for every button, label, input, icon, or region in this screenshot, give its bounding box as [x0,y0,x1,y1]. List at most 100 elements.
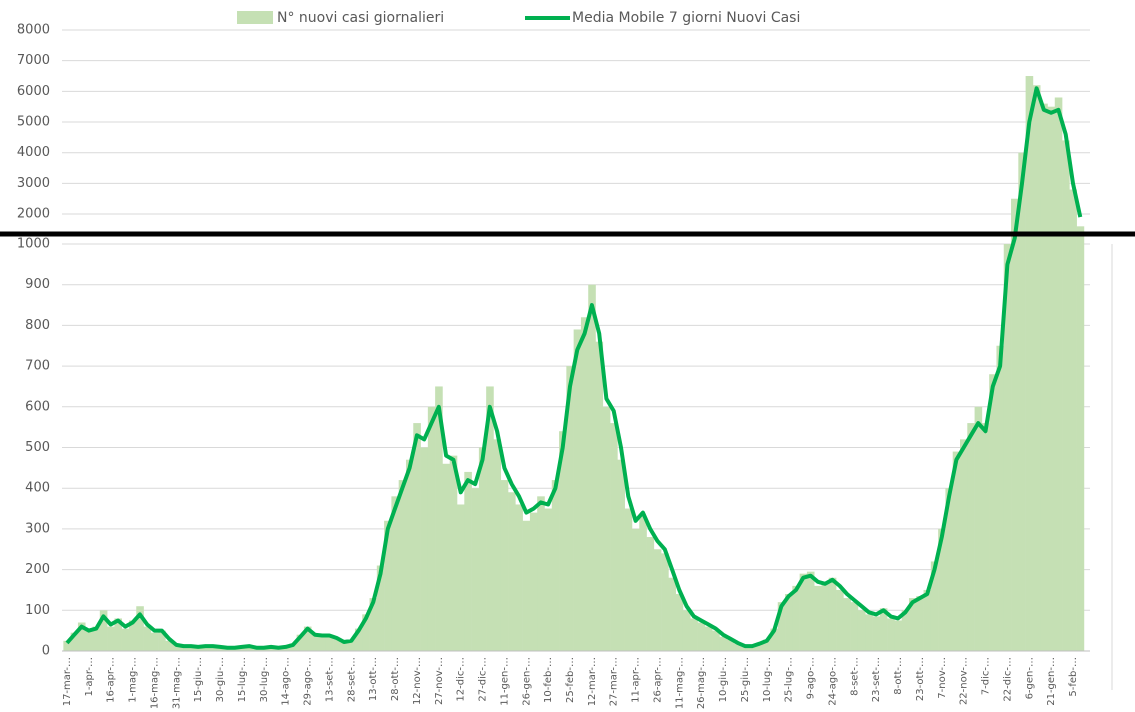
bar [121,628,130,651]
bar [1062,140,1070,651]
y-tick-label: 5000 [17,115,50,130]
x-tick-label: 15-giu-… [193,657,204,702]
bar [478,447,487,651]
bar [63,640,71,651]
bar [610,423,618,651]
x-tick-label: 23-ott-… [915,657,926,701]
bar [938,528,946,651]
bar [843,598,851,651]
bar [806,571,815,651]
bar [697,622,706,651]
bar [865,614,873,651]
bar [85,628,93,651]
x-tick-label: 26-gen-… [521,657,532,706]
bar [99,610,108,651]
bar [107,626,115,651]
x-tick-label: 23-set-… [871,657,882,702]
x-tick-label: 10-feb-… [543,657,554,703]
x-tick-label: 7-nov-… [937,657,948,699]
bar [704,626,713,651]
bar [719,636,728,651]
bar [449,455,458,651]
bar [646,537,655,651]
bar [333,638,341,651]
x-tick-label: 27-mar-… [609,657,620,706]
bar [690,618,698,651]
bar [325,634,334,651]
bar [682,610,691,651]
bar [179,646,188,651]
bar [1025,76,1034,652]
bar [413,423,421,651]
bar [194,646,203,651]
bar [537,496,545,651]
x-tick-label: 10-giu-… [718,657,729,702]
bar [172,644,181,651]
y-tick-label: 400 [25,481,50,496]
bar [967,423,975,651]
x-tick-label: 1-mag-… [128,657,139,703]
bar [734,643,742,651]
bar [588,284,596,651]
bar [318,636,327,651]
x-tick-label: 25-feb-… [565,657,576,703]
x-tick-label: 27-nov-… [434,657,445,705]
bar [296,634,305,651]
bar [384,520,392,651]
bar [821,581,830,651]
bar [500,480,509,651]
x-tick-label: 25-giu-… [740,657,751,702]
bar [340,642,348,651]
y-tick-label: 8000 [17,23,50,38]
bar [158,630,166,651]
legend-swatch [237,11,273,24]
bar [77,622,86,651]
bar [201,645,210,651]
y-tick-label: 700 [25,359,50,374]
bar [559,431,567,651]
bar [668,577,677,651]
x-tick-label: 11-mag-… [674,657,685,709]
bar [274,648,283,651]
x-tick-label: 25-lug-… [784,657,795,702]
x-tick-label: 12-mar-… [587,657,598,706]
bar [420,447,429,651]
legend-label: Media Mobile 7 giorni Nuovi Casi [572,10,800,26]
y-tick-label: 6000 [17,84,50,99]
y-tick-label: 4000 [17,145,50,160]
bar [741,646,749,651]
bar [143,626,152,651]
bar [376,565,385,651]
bar [923,589,932,651]
bar [486,386,494,651]
bar [1011,198,1019,651]
x-tick-label: 30-lug-… [259,657,270,702]
x-tick-label: 26-mag-… [696,657,707,709]
x-tick-label: 12-dic-… [456,657,467,702]
bar [879,608,888,651]
bar [624,508,633,651]
bar [427,406,436,651]
x-tick-label: 8-ott-… [893,657,904,695]
bar [515,504,523,651]
x-tick-label: 26-apr-… [652,657,663,703]
bar [901,610,910,651]
x-tick-label: 14-ago-… [281,657,292,706]
y-tick-label: 300 [25,521,50,536]
x-tick-label: 17-mar-… [62,657,73,706]
x-tick-label: 6-gen-… [1024,657,1035,699]
bar [617,459,625,651]
bar [457,504,465,651]
bar [442,463,451,651]
bar [777,602,786,651]
y-tick-label: 100 [25,603,50,618]
y-tick-label: 7000 [17,53,50,68]
bar [551,480,560,651]
bar [354,628,363,651]
bar [792,585,800,651]
x-tick-label: 22-nov-… [959,657,970,705]
x-tick-label: 16-mag-… [149,657,160,709]
bar [989,374,997,651]
x-tick-label: 11-gen-… [499,657,510,706]
bar [464,471,472,651]
